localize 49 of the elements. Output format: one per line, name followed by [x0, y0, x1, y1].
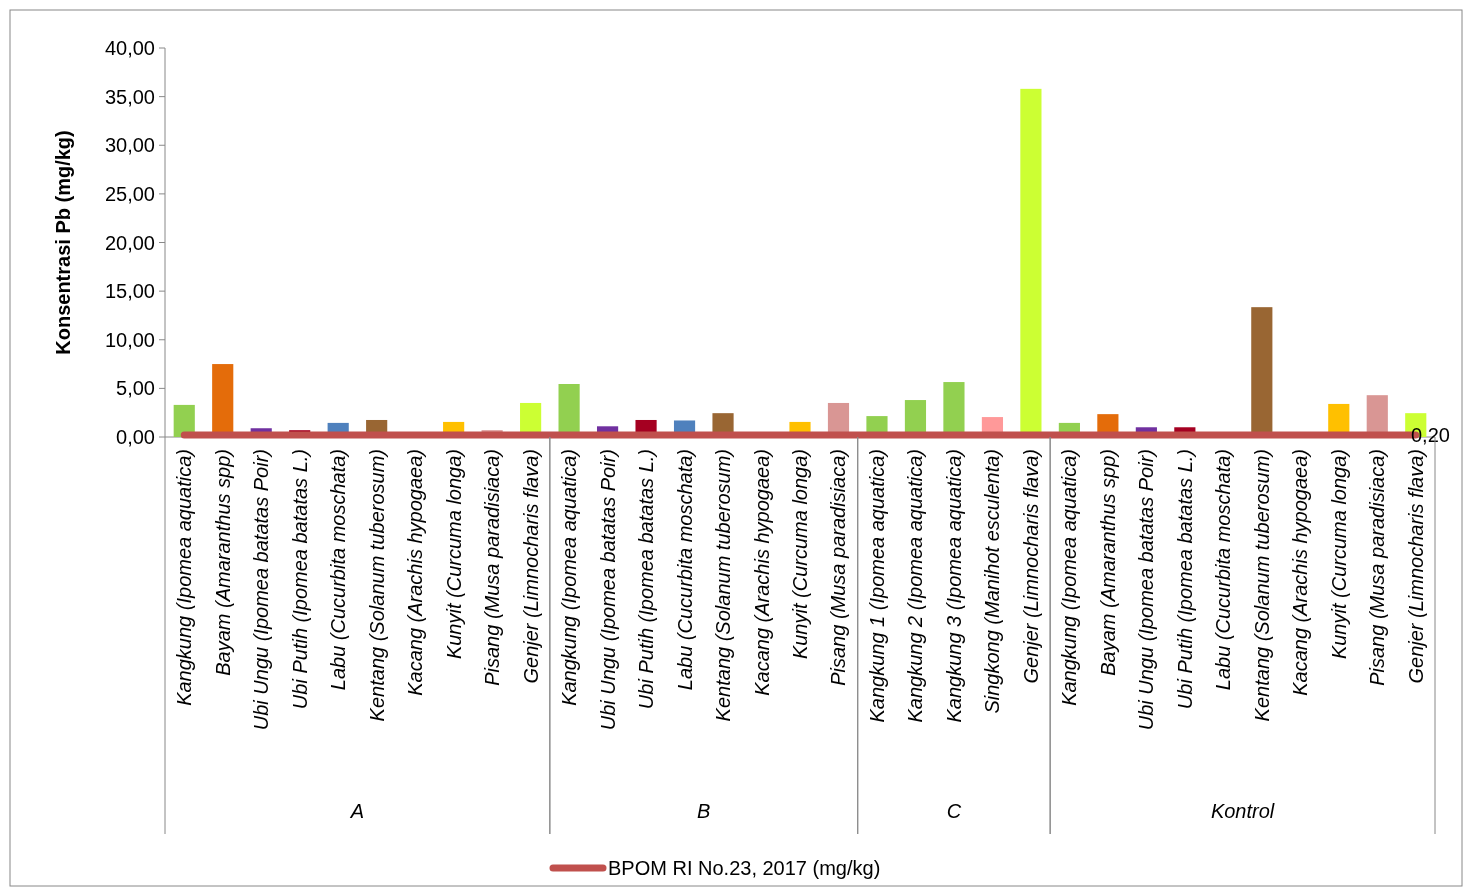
x-tick-label: Kangkung (Ipomea aquatica) — [1058, 449, 1081, 706]
y-tick-label: 15,00 — [104, 280, 155, 303]
y-tick-label: 35,00 — [104, 85, 155, 108]
y-tick-label: 10,00 — [104, 328, 155, 351]
x-tick-label: Ubi Ungu (Ipomea batatas Poir) — [250, 449, 273, 731]
x-tick-label: Kunyit (Curcuma longa) — [442, 449, 465, 660]
x-tick-label: Labu (Cucurbita moschata) — [1212, 449, 1235, 691]
x-tick-label: Labu (Cucurbita moschata) — [673, 449, 696, 691]
y-tick-label: 0,00 — [116, 426, 155, 448]
x-tick-label: Kangkung 2 (Ipomea aquatica) — [904, 449, 927, 723]
y-tick-label: 5,00 — [116, 377, 155, 400]
x-tick-label: Bayam (Amaranthus spp) — [1096, 449, 1119, 676]
x-tick-label: Ubi Putih (Ipomea batatas L.) — [1173, 449, 1196, 710]
x-tick-label: Genjer (Limnocharis flava) — [1404, 449, 1427, 684]
text: C — [946, 800, 962, 822]
x-tick-label: Kentang (Solanum tuberosum) — [1250, 449, 1273, 722]
x-tick-label: Pisang (Musa paradisiaca) — [481, 449, 504, 686]
x-tick-label: Kentang (Solanum tuberosum) — [712, 449, 735, 722]
y-tick-label: 30,00 — [104, 134, 155, 157]
x-tick-label: Singkong (Manihot esculenta) — [981, 449, 1004, 714]
x-tick-label: Ubi Putih (Ipomea batatas L.) — [288, 449, 311, 710]
x-tick-label: Kunyit (Curcuma longa) — [1327, 449, 1350, 660]
legend-label: BPOM RI No.23, 2017 (mg/kg) — [608, 857, 881, 879]
y-tick-label: 20,00 — [104, 231, 155, 254]
x-tick-label: Kacang (Arachis hypogaea) — [750, 449, 773, 696]
x-tick-label: Ubi Ungu (Ipomea batatas Poir) — [1135, 449, 1158, 731]
x-tick-label: Kacang (Arachis hypogaea) — [404, 449, 427, 696]
x-tick-label: Kentang (Solanum tuberosum) — [365, 449, 388, 722]
text: B — [697, 800, 711, 822]
x-tick-label: Pisang (Musa paradisiaca) — [827, 449, 850, 686]
x-tick-label: Kacang (Arachis hypogaea) — [1289, 449, 1312, 696]
x-tick-label: Genjer (Limnocharis flava) — [1019, 449, 1042, 684]
data-label: 0,20 — [1411, 424, 1450, 447]
text: A — [349, 800, 365, 822]
x-tick-label: Ubi Ungu (Ipomea batatas Poir) — [596, 449, 619, 731]
x-tick-label: Labu (Cucurbita moschata) — [327, 449, 350, 691]
x-tick-label: Kangkung 3 (Ipomea aquatica) — [942, 449, 965, 723]
x-tick-label: Kangkung (Ipomea aquatica) — [173, 449, 196, 706]
x-tick-label: Kunyit (Curcuma longa) — [789, 449, 811, 660]
x-tick-label: Kangkung 1 (Ipomea aquatica) — [865, 449, 888, 723]
x-tick-label: Genjer (Limnocharis flava) — [519, 449, 542, 684]
y-axis-title: Konsentrasi Pb (mg/kg) — [52, 130, 74, 355]
y-tick-label: 25,00 — [104, 182, 155, 205]
x-tick-label: Kangkung (Ipomea aquatica) — [558, 449, 581, 706]
y-tick-label: 40,00 — [104, 37, 155, 59]
x-tick-label: Bayam (Amaranthus spp) — [211, 449, 234, 676]
text: Kontrol — [1210, 800, 1275, 822]
x-tick-label: Pisang (Musa paradisiaca) — [1366, 449, 1389, 686]
x-tick-label: Ubi Putih (Ipomea batatas L.) — [635, 449, 658, 710]
